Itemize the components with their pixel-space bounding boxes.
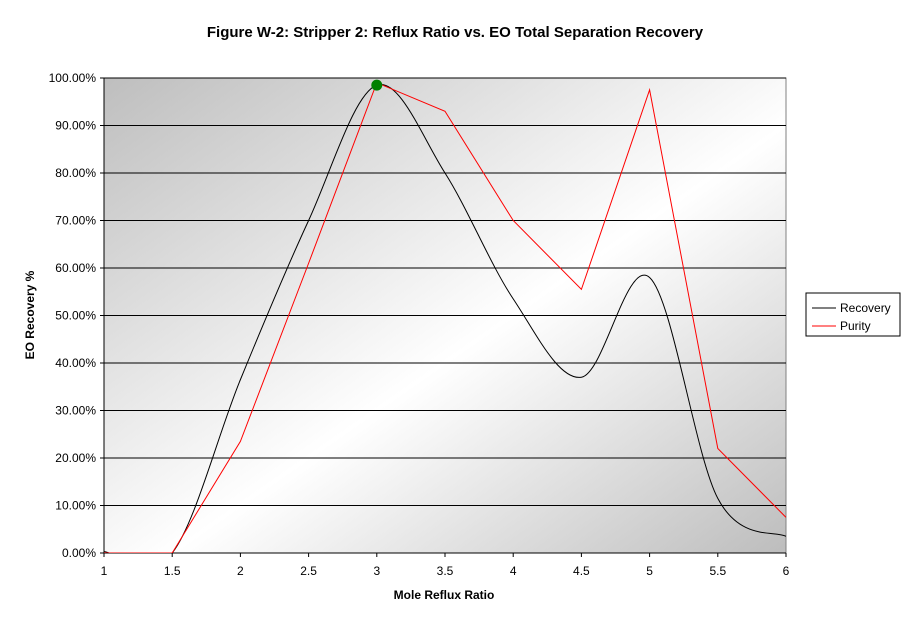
- x-tick-label: 6: [783, 564, 790, 578]
- y-tick-label: 30.00%: [55, 404, 96, 418]
- x-tick-label: 1.5: [164, 564, 181, 578]
- x-tick-label: 5: [646, 564, 653, 578]
- x-tick-label: 2: [237, 564, 244, 578]
- legend-box: [805, 292, 901, 337]
- chart-title: Figure W-2: Stripper 2: Reflux Ratio vs.…: [207, 24, 704, 41]
- x-tick-label: 2.5: [300, 564, 317, 578]
- y-axis-title: EO Recovery %: [23, 270, 37, 359]
- y-tick-label: 70.00%: [55, 214, 96, 228]
- x-tick-label: 4.5: [573, 564, 590, 578]
- y-tick-label: 50.00%: [55, 309, 96, 323]
- x-tick-label: 4: [510, 564, 517, 578]
- y-tick-label: 100.00%: [49, 71, 97, 85]
- series-line-purity: [104, 82, 786, 553]
- y-tick-label: 90.00%: [55, 119, 96, 133]
- x-axis-title: Mole Reflux Ratio: [394, 588, 495, 602]
- series-layer: [104, 82, 786, 553]
- y-tick-label: 0.00%: [62, 546, 96, 560]
- y-tick-label: 60.00%: [55, 261, 96, 275]
- x-axis-ticks: 1 1.5 2 2.5 3 3.5 4 4.5 5 5.5 6: [101, 553, 790, 578]
- highlight-point: [371, 79, 383, 91]
- gridlines: [104, 77, 786, 506]
- legend: Recovery Purity: [805, 292, 901, 337]
- y-tick-label: 80.00%: [55, 166, 96, 180]
- y-tick-label: 10.00%: [55, 499, 96, 513]
- x-tick-label: 5.5: [709, 564, 726, 578]
- series-line-recovery: [104, 84, 786, 553]
- y-axis-ticks: 0.00% 10.00% 20.00% 30.00% 40.00% 50.00% 60.00…: [49, 71, 104, 560]
- x-tick-label: 3: [373, 564, 380, 578]
- y-tick-label: 40.00%: [55, 356, 96, 370]
- legend-label-purity: Purity: [840, 319, 871, 333]
- legend-label-recovery: Recovery: [840, 301, 891, 315]
- x-tick-label: 1: [101, 564, 108, 578]
- x-tick-label: 3.5: [437, 564, 454, 578]
- y-tick-label: 20.00%: [55, 451, 96, 465]
- marker-layer: [371, 79, 383, 91]
